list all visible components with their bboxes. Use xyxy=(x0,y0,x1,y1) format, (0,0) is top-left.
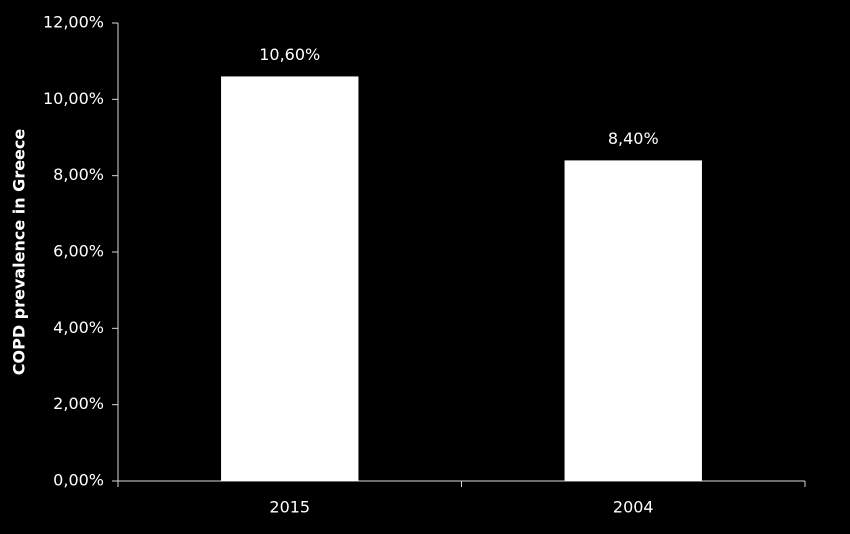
data-label: 10,60% xyxy=(259,45,320,64)
y-tick-label: 12,00% xyxy=(43,13,104,32)
y-tick-label: 8,00% xyxy=(53,165,104,184)
x-tick-label: 2015 xyxy=(269,498,310,517)
bar xyxy=(221,76,359,481)
y-tick-label: 0,00% xyxy=(53,471,104,490)
y-tick-label: 6,00% xyxy=(53,242,104,261)
y-tick-label: 2,00% xyxy=(53,394,104,413)
bar xyxy=(564,160,702,481)
x-tick-label: 2004 xyxy=(613,498,654,517)
y-axis-label: COPD prevalence in Greece xyxy=(10,129,29,376)
data-label: 8,40% xyxy=(608,129,659,148)
y-tick-label: 4,00% xyxy=(53,318,104,337)
y-tick-label: 10,00% xyxy=(43,89,104,108)
